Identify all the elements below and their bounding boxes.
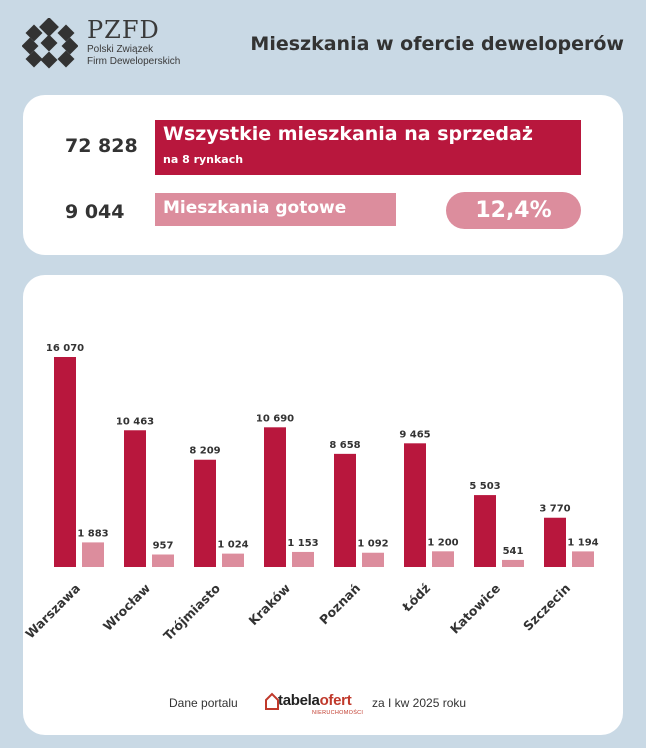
label-total-1: 10 463: [116, 416, 154, 427]
bar-total-3: [264, 427, 286, 567]
bar-ready-7: [572, 551, 594, 567]
label-total-0: 16 070: [46, 343, 84, 354]
bar-total-5: [404, 443, 426, 567]
bar-total-2: [194, 459, 216, 567]
bar-total-6: [474, 495, 496, 567]
total-sublabel: na 8 rynkach: [163, 153, 244, 166]
brand-name: PZFD: [87, 16, 160, 44]
total-label-box: Wszystkie mieszkania na sprzedaż na 8 ry…: [155, 120, 581, 175]
category-label-4: Poznań: [316, 581, 363, 628]
label-ready-6: 541: [503, 546, 524, 557]
label-total-6: 5 503: [469, 481, 500, 492]
bar-ready-6: [502, 559, 524, 567]
bar-total-4: [334, 453, 356, 567]
footer-source-label: Dane portalu: [169, 696, 238, 710]
ready-value: 9 044: [65, 201, 125, 223]
bar-chart: 16 070 1 883 Warszawa 10 463 957 Wrocław 8 209…: [23, 343, 599, 643]
category-label-5: Łódź: [399, 581, 434, 616]
bar-ready-5: [432, 551, 454, 567]
bar-total-7: [544, 517, 566, 567]
bar-ready-4: [362, 552, 384, 567]
category-label-1: Wrocław: [100, 580, 154, 634]
label-total-2: 8 209: [189, 446, 220, 457]
label-total-7: 3 770: [539, 504, 570, 515]
bar-ready-1: [152, 554, 174, 567]
ready-label-box: Mieszkania gotowe: [155, 193, 396, 226]
house-icon: [265, 692, 279, 710]
ready-label: Mieszkania gotowe: [163, 198, 347, 218]
logo-text-main: tabela: [278, 692, 320, 709]
brand-line-1: Polski Związek: [87, 44, 154, 55]
bar-total-1: [124, 430, 146, 567]
label-ready-4: 1 092: [357, 539, 388, 550]
bar-total-0: [54, 357, 76, 567]
label-ready-3: 1 153: [287, 538, 318, 549]
logo-wordmark: tabelaofert: [278, 692, 352, 709]
footer-period-label: za I kw 2025 roku: [372, 696, 467, 710]
label-total-5: 9 465: [399, 429, 430, 440]
chart-card: 16 070 1 883 Warszawa 10 463 957 Wrocław 8 209…: [23, 275, 623, 735]
logo-sub: NIERUCHOMOŚCI: [312, 710, 364, 716]
total-value: 72 828: [65, 135, 138, 157]
bar-ready-3: [292, 551, 314, 567]
ready-share-badge: 12,4%: [446, 192, 581, 229]
category-label-7: Szczecin: [520, 581, 573, 634]
category-label-2: Trójmiasto: [160, 580, 223, 643]
label-ready-5: 1 200: [427, 537, 458, 548]
logo-text-accent: ofert: [319, 692, 352, 709]
label-total-3: 10 690: [256, 413, 294, 424]
label-ready-1: 957: [153, 540, 174, 551]
summary-card: 72 828 Wszystkie mieszkania na sprzedaż …: [23, 95, 623, 255]
brand-line-2: Firm Deweloperskich: [87, 56, 181, 67]
total-label: Wszystkie mieszkania na sprzedaż: [163, 123, 533, 145]
label-ready-0: 1 883: [77, 528, 108, 539]
pzfd-logo-icon: [22, 18, 78, 69]
category-label-0: Warszawa: [23, 581, 83, 642]
page-title: Mieszkania w ofercie deweloperów: [250, 33, 624, 55]
tabelaofert-logo: tabelaofert NIERUCHOMOŚCI: [265, 690, 364, 718]
footer: Dane portalu tabelaofert NIERUCHOMOŚCI z…: [0, 690, 646, 720]
bar-ready-0: [82, 542, 104, 567]
category-label-3: Kraków: [245, 580, 293, 628]
label-ready-2: 1 024: [217, 540, 248, 551]
brand: PZFD Polski Związek Firm Deweloperskich: [87, 16, 180, 68]
category-label-6: Katowice: [447, 581, 503, 637]
bar-ready-2: [222, 553, 244, 567]
label-total-4: 8 658: [329, 440, 360, 451]
label-ready-7: 1 194: [567, 537, 598, 548]
